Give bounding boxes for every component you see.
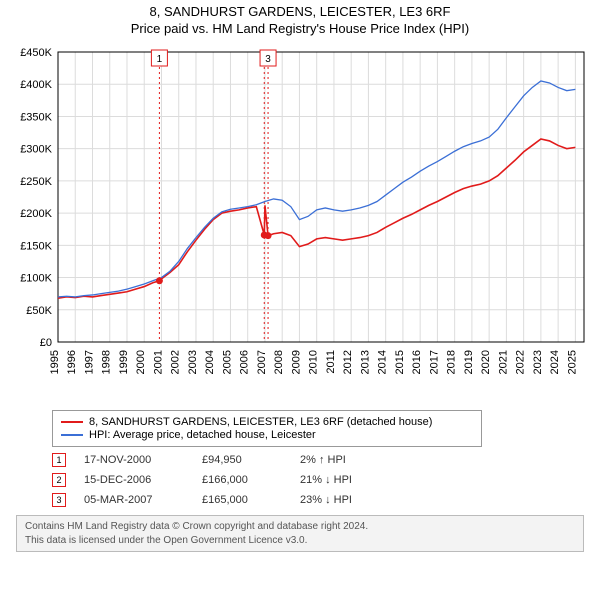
svg-text:2015: 2015	[394, 350, 406, 374]
svg-text:1995: 1995	[49, 350, 61, 374]
svg-text:£300K: £300K	[20, 144, 52, 156]
event-row: 3 05-MAR-2007 £165,000 23% ↓ HPI	[52, 493, 592, 507]
legend-row-property: 8, SANDHURST GARDENS, LEICESTER, LE3 6RF…	[61, 416, 473, 428]
event-note: 2% ↑ HPI	[300, 454, 420, 466]
svg-text:1: 1	[157, 54, 163, 65]
legend-label-property: 8, SANDHURST GARDENS, LEICESTER, LE3 6RF…	[89, 416, 432, 428]
event-row: 2 15-DEC-2006 £166,000 21% ↓ HPI	[52, 473, 592, 487]
event-note: 23% ↓ HPI	[300, 494, 420, 506]
svg-text:2000: 2000	[135, 350, 147, 374]
svg-text:£150K: £150K	[20, 240, 52, 252]
svg-text:1999: 1999	[118, 350, 130, 374]
svg-text:2018: 2018	[446, 350, 458, 374]
svg-text:2011: 2011	[325, 350, 337, 374]
legend-row-hpi: HPI: Average price, detached house, Leic…	[61, 429, 473, 441]
svg-text:2005: 2005	[221, 350, 233, 374]
svg-text:2010: 2010	[308, 350, 320, 374]
event-price: £166,000	[202, 474, 282, 486]
svg-text:£0: £0	[40, 337, 52, 349]
svg-text:1997: 1997	[83, 350, 95, 374]
chart: £0 £50K £100K £150K £200K £250K £300K £350K £400…	[8, 42, 592, 402]
svg-text:2008: 2008	[273, 350, 285, 374]
event-marker: 2	[52, 473, 66, 487]
svg-text:2006: 2006	[239, 350, 251, 374]
svg-text:2009: 2009	[290, 350, 302, 374]
event-date: 15-DEC-2006	[84, 474, 184, 486]
svg-text:2019: 2019	[463, 350, 475, 374]
svg-text:2021: 2021	[497, 350, 509, 374]
svg-text:2004: 2004	[204, 350, 216, 374]
event-marker: 1	[52, 453, 66, 467]
svg-text:2012: 2012	[342, 350, 354, 374]
svg-text:2013: 2013	[359, 350, 371, 374]
event-date: 17-NOV-2000	[84, 454, 184, 466]
svg-text:£450K: £450K	[20, 47, 52, 59]
svg-text:2025: 2025	[566, 350, 578, 374]
legend-swatch-hpi	[61, 434, 83, 436]
svg-text:£400K: £400K	[20, 79, 52, 91]
svg-text:2002: 2002	[170, 350, 182, 374]
title-main: 8, SANDHURST GARDENS, LEICESTER, LE3 6RF	[8, 4, 592, 19]
legend-swatch-property	[61, 421, 83, 423]
chart-container: 8, SANDHURST GARDENS, LEICESTER, LE3 6RF…	[0, 0, 600, 560]
svg-text:2001: 2001	[152, 350, 164, 374]
event-row: 1 17-NOV-2000 £94,950 2% ↑ HPI	[52, 453, 592, 467]
event-price: £165,000	[202, 494, 282, 506]
event-date: 05-MAR-2007	[84, 494, 184, 506]
svg-text:2022: 2022	[515, 350, 527, 374]
svg-text:2016: 2016	[411, 350, 423, 374]
title-block: 8, SANDHURST GARDENS, LEICESTER, LE3 6RF…	[8, 4, 592, 36]
svg-text:£200K: £200K	[20, 208, 52, 220]
footer-line1: Contains HM Land Registry data © Crown c…	[25, 520, 575, 534]
svg-text:1998: 1998	[101, 350, 113, 374]
title-sub: Price paid vs. HM Land Registry's House …	[8, 21, 592, 36]
legend: 8, SANDHURST GARDENS, LEICESTER, LE3 6RF…	[52, 410, 482, 447]
svg-text:£250K: £250K	[20, 176, 52, 188]
svg-text:1996: 1996	[66, 350, 78, 374]
svg-text:2007: 2007	[256, 350, 268, 374]
legend-label-hpi: HPI: Average price, detached house, Leic…	[89, 429, 316, 441]
footer: Contains HM Land Registry data © Crown c…	[16, 515, 584, 552]
svg-text:2020: 2020	[480, 350, 492, 374]
event-note: 21% ↓ HPI	[300, 474, 420, 486]
events-list: 1 17-NOV-2000 £94,950 2% ↑ HPI 2 15-DEC-2006 £…	[52, 453, 592, 507]
chart-svg: £0 £50K £100K £150K £200K £250K £300K £350K £400…	[8, 42, 592, 402]
svg-text:£50K: £50K	[26, 305, 52, 317]
svg-text:£350K: £350K	[20, 111, 52, 123]
svg-text:2014: 2014	[377, 350, 389, 374]
event-price: £94,950	[202, 454, 282, 466]
svg-text:2024: 2024	[549, 350, 561, 374]
event-marker: 3	[52, 493, 66, 507]
svg-text:2003: 2003	[187, 350, 199, 374]
svg-text:2023: 2023	[532, 350, 544, 374]
footer-line2: This data is licensed under the Open Gov…	[25, 534, 575, 548]
svg-text:2017: 2017	[428, 350, 440, 374]
svg-text:3: 3	[265, 54, 271, 65]
svg-text:£100K: £100K	[20, 273, 52, 285]
